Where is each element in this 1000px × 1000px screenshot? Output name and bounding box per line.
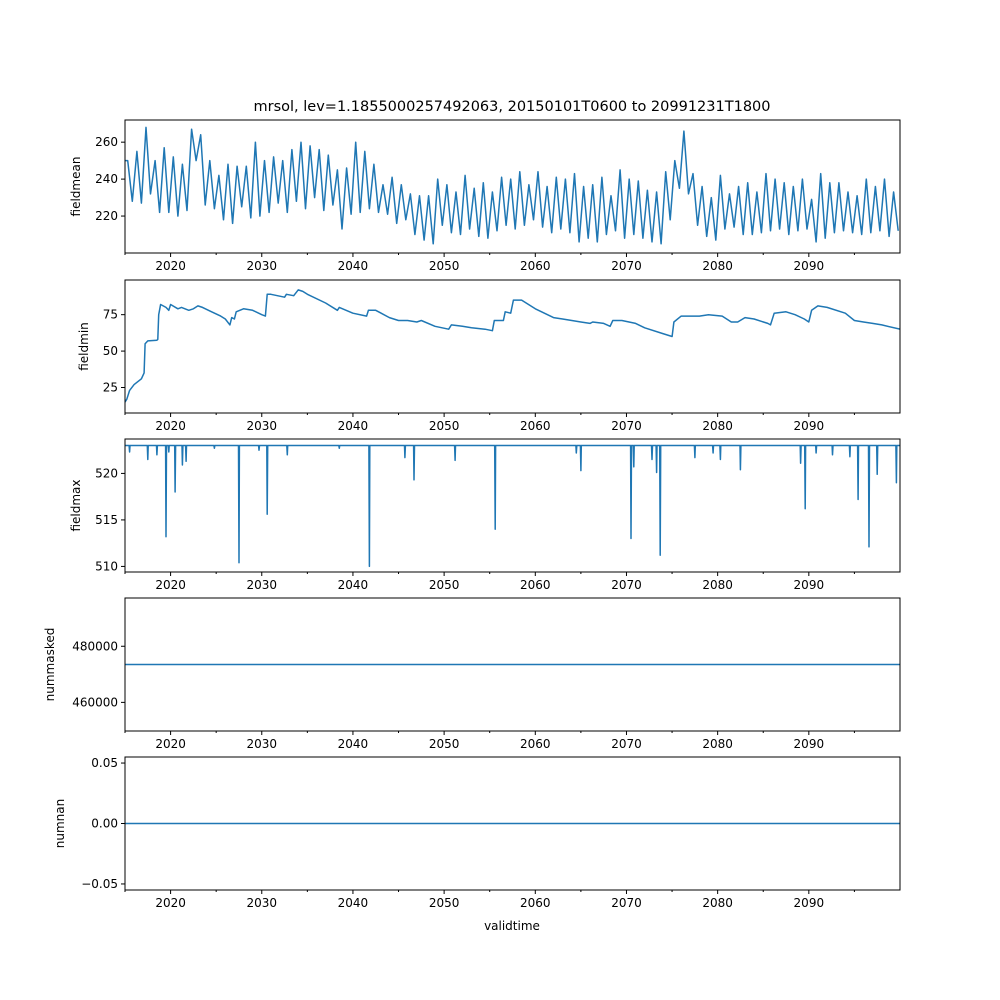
x-tick-label: 2070 bbox=[611, 737, 642, 751]
x-tick-label: 2040 bbox=[338, 737, 369, 751]
fieldmean-series-line bbox=[125, 126, 899, 245]
x-tick-label: 2090 bbox=[794, 259, 825, 273]
y-tick-label: 25 bbox=[103, 381, 118, 395]
panels: 2020 2030 2040 2050 2060 2070 2080 2090 220 240 26… bbox=[43, 119, 901, 910]
panel-numnan: 2020 2030 2040 2050 2060 2070 2080 2090 −0.05 0.0… bbox=[53, 756, 901, 910]
panel-fieldmax: 2020 2030 2040 2050 2060 2070 2080 2090 510 515 52… bbox=[69, 438, 901, 592]
axes-frame bbox=[124, 597, 901, 732]
x-tick-label: 2050 bbox=[429, 419, 460, 433]
x-tick-label: 2020 bbox=[155, 419, 186, 433]
x-tick-label: 2050 bbox=[429, 578, 460, 592]
x-tick-label: 2080 bbox=[702, 259, 733, 273]
x-tick-label: 2030 bbox=[246, 419, 277, 433]
x-tick-label: 2050 bbox=[429, 259, 460, 273]
x-tick-label: 2080 bbox=[702, 419, 733, 433]
y-tick-label: 515 bbox=[95, 513, 118, 527]
x-tick-label: 2080 bbox=[702, 578, 733, 592]
x-tick-label: 2020 bbox=[155, 896, 186, 910]
x-tick-label: 2020 bbox=[155, 259, 186, 273]
x-tick-label: 2060 bbox=[520, 896, 551, 910]
y-tick-label: 0.00 bbox=[91, 817, 118, 831]
panel-fieldmean: 2020 2030 2040 2050 2060 2070 2080 2090 220 240 26… bbox=[69, 119, 901, 273]
y-axis-label: fieldmax bbox=[69, 479, 83, 531]
y-tick-label: 480000 bbox=[72, 639, 118, 653]
y-tick-label: 460000 bbox=[72, 695, 118, 709]
axes-frame bbox=[124, 119, 901, 254]
panel-nummasked: 2020 2030 2040 2050 2060 2070 2080 2090 460000 48… bbox=[43, 597, 901, 751]
x-tick-label: 2050 bbox=[429, 896, 460, 910]
y-tick-label: −0.05 bbox=[81, 877, 118, 891]
x-tick-label: 2030 bbox=[246, 896, 277, 910]
x-tick-label: 2040 bbox=[338, 578, 369, 592]
axes-frame bbox=[124, 279, 901, 414]
y-tick-label: 50 bbox=[103, 344, 118, 358]
x-tick-label: 2050 bbox=[429, 737, 460, 751]
y-axis-label: fieldmin bbox=[77, 322, 91, 371]
x-tick-label: 2090 bbox=[794, 896, 825, 910]
y-tick-label: 240 bbox=[95, 172, 118, 186]
x-tick-label: 2060 bbox=[520, 578, 551, 592]
y-tick-label: 520 bbox=[95, 466, 118, 480]
x-tick-label: 2060 bbox=[520, 737, 551, 751]
x-tick-label: 2070 bbox=[611, 578, 642, 592]
x-tick-label: 2090 bbox=[794, 419, 825, 433]
x-tick-label: 2040 bbox=[338, 896, 369, 910]
x-tick-label: 2040 bbox=[338, 259, 369, 273]
y-tick-label: 75 bbox=[103, 308, 118, 322]
x-tick-label: 2070 bbox=[611, 259, 642, 273]
x-tick-label: 2030 bbox=[246, 259, 277, 273]
y-axis-label: fieldmean bbox=[69, 157, 83, 217]
y-tick-label: 260 bbox=[95, 135, 118, 149]
y-tick-label: 510 bbox=[95, 559, 118, 573]
x-axis-label: validtime bbox=[484, 919, 540, 933]
x-tick-label: 2070 bbox=[611, 419, 642, 433]
x-tick-label: 2080 bbox=[702, 896, 733, 910]
x-tick-label: 2040 bbox=[338, 419, 369, 433]
x-tick-label: 2020 bbox=[155, 737, 186, 751]
x-tick-label: 2020 bbox=[155, 578, 186, 592]
x-tick-label: 2090 bbox=[794, 737, 825, 751]
x-tick-label: 2030 bbox=[246, 578, 277, 592]
axes-frame bbox=[124, 438, 901, 573]
x-tick-label: 2060 bbox=[520, 419, 551, 433]
y-axis-label: numnan bbox=[53, 799, 67, 848]
x-tick-label: 2060 bbox=[520, 259, 551, 273]
panel-fieldmin: 2020 2030 2040 2050 2060 2070 2080 2090 25 50 75 fi… bbox=[77, 279, 901, 433]
x-tick-label: 2070 bbox=[611, 896, 642, 910]
x-tick-label: 2030 bbox=[246, 737, 277, 751]
x-tick-label: 2090 bbox=[794, 578, 825, 592]
y-tick-label: 220 bbox=[95, 209, 118, 223]
y-axis-label: nummasked bbox=[43, 628, 57, 702]
fieldmin-series-line bbox=[125, 289, 900, 403]
chart-title: mrsol, lev=1.1855000257492063, 20150101T… bbox=[254, 99, 771, 115]
y-tick-label: 0.05 bbox=[91, 756, 118, 770]
x-tick-label: 2080 bbox=[702, 737, 733, 751]
fieldmax-series-line bbox=[125, 444, 900, 568]
